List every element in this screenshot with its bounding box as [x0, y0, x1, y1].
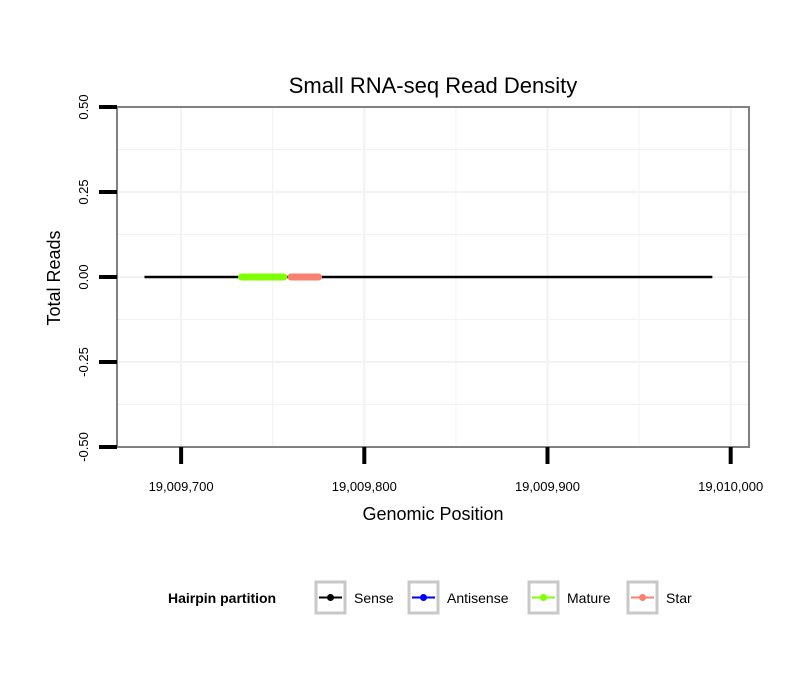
y-tick-label: -0.50 — [76, 432, 91, 462]
y-tick-label: 0.50 — [76, 94, 91, 119]
y-axis-label: Total Reads — [44, 230, 64, 325]
legend-key-point — [327, 594, 334, 601]
legend-label: Star — [666, 590, 692, 606]
chart-title: Small RNA-seq Read Density — [289, 73, 578, 98]
plot-area — [116, 106, 750, 448]
x-axis: 19,009,700 19,009,800 19,009,900 19,010,000 — [149, 447, 763, 494]
y-axis: -0.50 -0.25 0.00 0.25 0.50 — [76, 94, 117, 462]
legend-items: Sense Antisense Mature Star — [314, 580, 692, 615]
legend-key-point — [540, 594, 547, 601]
y-tick-label: -0.25 — [76, 347, 91, 377]
legend-label: Mature — [567, 590, 611, 606]
legend-label: Antisense — [447, 590, 509, 606]
legend-key-point — [420, 594, 427, 601]
legend-item-mature: Mature — [527, 580, 611, 615]
x-axis-label: Genomic Position — [362, 504, 503, 524]
x-tick-label: 19,009,700 — [149, 479, 214, 494]
legend: Hairpin partition Sense Antisense Mature St… — [168, 580, 692, 615]
legend-item-antisense: Antisense — [407, 580, 509, 615]
x-tick-label: 19,009,900 — [515, 479, 580, 494]
y-tick-label: 0.00 — [76, 264, 91, 289]
y-tick-label: 0.25 — [76, 179, 91, 204]
legend-item-star: Star — [626, 580, 692, 615]
x-tick-label: 19,009,800 — [332, 479, 397, 494]
legend-title: Hairpin partition — [168, 590, 276, 606]
x-tick-label: 19,010,000 — [698, 479, 763, 494]
legend-label: Sense — [354, 590, 394, 606]
legend-item-sense: Sense — [314, 580, 394, 615]
legend-key-point — [639, 594, 646, 601]
